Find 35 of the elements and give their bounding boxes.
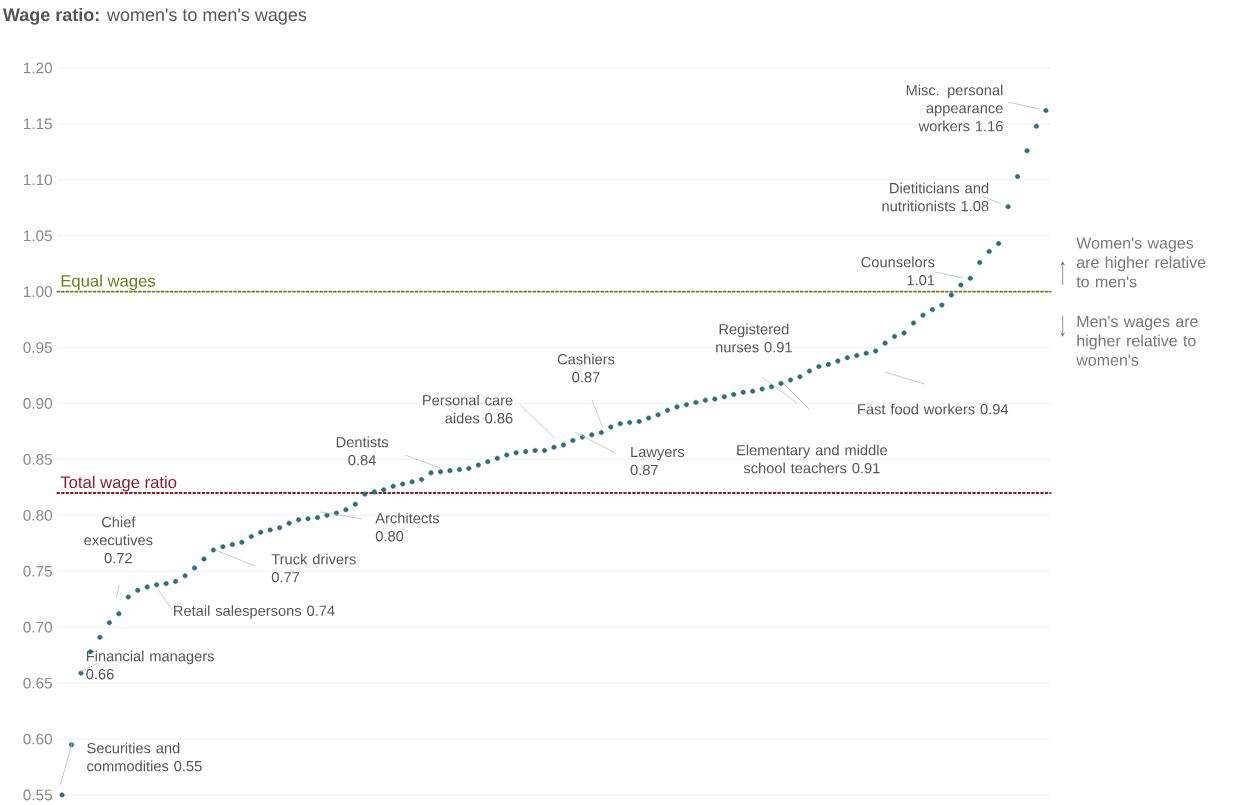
annotation: Retail salespersons 0.74 [174, 605, 335, 619]
ref-line-label: Equal wages [61, 274, 156, 291]
annotation: Counselors 1.01 [861, 256, 935, 286]
annotation: Personal care aides 0.86 [423, 394, 513, 424]
y-tick-label: 1.00 [23, 286, 53, 298]
annotation: Misc. personal appearance workers 1.16 [906, 84, 1003, 132]
y-tick-label: 0.80 [23, 509, 53, 521]
y-tick-label: 1.10 [23, 174, 53, 186]
annotation: Registered nurses 0.91 [716, 323, 792, 353]
y-tick-label: 0.95 [23, 342, 52, 354]
annotation: Cashiers 0.87 [557, 353, 615, 383]
y-tick-label: 1.15 [23, 118, 52, 130]
y-tick-label: 1.05 [23, 230, 52, 242]
annotation: Elementary and middle school teachers 0.91 [737, 444, 888, 474]
y-tick-label: 1.20 [23, 62, 53, 74]
annotation: Dietiticians and nutritionists 1.08 [882, 182, 989, 212]
y-tick-label: 0.90 [23, 398, 53, 409]
annotation: Truck drivers 0.77 [271, 553, 356, 583]
y-tick-label: 0.70 [23, 621, 53, 633]
annotation: Fast food workers 0.94 [858, 403, 1009, 415]
y-tick-label: 0.55 [23, 789, 52, 801]
annotation: Lawyers 0.87 [630, 446, 685, 476]
annotation: Securities and commodities 0.55 [87, 742, 202, 772]
annotation: Architects 0.80 [375, 512, 440, 542]
y-tick-label: 0.65 [23, 677, 52, 689]
y-tick-label: 0.75 [23, 565, 52, 577]
text: Men's wages are higher relative to women's [1076, 315, 1198, 366]
y-tick-label: 0.60 [23, 733, 53, 745]
annotation: Chief executives 0.72 [84, 516, 153, 564]
ref-line-label: Total wage ratio [60, 475, 177, 492]
annotation: Financial managers 0.66 [86, 650, 214, 680]
chart-title: Wage ratio: women's to men's wages [2, 7, 307, 25]
y-tick-label: 0.85 [23, 454, 52, 465]
text: Women's wages are higher relative to men's [1076, 237, 1206, 288]
annotation: Dentists 0.84 [336, 436, 389, 466]
